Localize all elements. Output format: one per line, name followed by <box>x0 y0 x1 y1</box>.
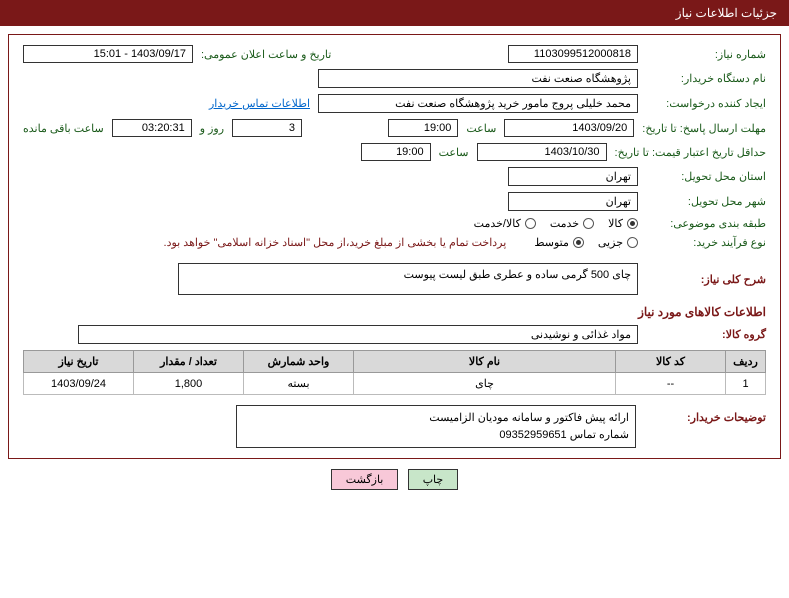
province-label: استان محل تحویل: <box>646 170 766 183</box>
validity-time-label: ساعت <box>439 146 469 159</box>
radio-partial-label: جزیی <box>598 236 623 249</box>
th-name: نام کالا <box>354 351 616 373</box>
city-value: تهران <box>508 192 638 211</box>
buyer-org-label: نام دستگاه خریدار: <box>646 72 766 85</box>
print-button[interactable]: چاپ <box>408 469 459 490</box>
back-button[interactable]: بازگشت <box>331 469 399 490</box>
goods-group-value: مواد غذائی و نوشیدنی <box>78 325 638 344</box>
th-row: ردیف <box>726 351 766 373</box>
table-header-row: ردیف کد کالا نام کالا واحد شمارش تعداد /… <box>24 351 766 373</box>
buyer-notes-box: ارائه پیش فاکتور و سامانه مودیان الزامیس… <box>236 405 636 448</box>
row-buyer-notes: توضیحات خریدار: ارائه پیش فاکتور و سامان… <box>23 405 766 448</box>
goods-table: ردیف کد کالا نام کالا واحد شمارش تعداد /… <box>23 350 766 395</box>
radio-service-label: خدمت <box>550 217 579 230</box>
deadline-time: 19:00 <box>388 119 458 137</box>
radio-service-icon <box>583 218 594 229</box>
th-code: کد کالا <box>616 351 726 373</box>
th-date: تاریخ نیاز <box>24 351 134 373</box>
validity-label: حداقل تاریخ اعتبار قیمت: تا تاریخ: <box>615 146 766 159</box>
cell-unit: بسته <box>244 373 354 395</box>
radio-medium-label: متوسط <box>534 236 569 249</box>
row-buyer-org: نام دستگاه خریدار: پژوهشگاه صنعت نفت <box>23 69 766 88</box>
deadline-remain-label: ساعت باقی مانده <box>23 122 104 135</box>
buyer-notes-line2: شماره تماس 09352959651 <box>243 427 629 444</box>
row-goods-group: گروه کالا: مواد غذائی و نوشیدنی <box>23 325 766 344</box>
radio-both-icon <box>525 218 536 229</box>
button-row: چاپ بازگشت <box>0 469 789 490</box>
buyer-notes-label: توضیحات خریدار: <box>646 405 766 424</box>
row-summary: شرح کلی نیاز: چای 500 گرمی ساده و عطری ط… <box>23 263 766 295</box>
category-label: طبقه بندی موضوعی: <box>646 217 766 230</box>
goods-section-title: اطلاعات کالاهای مورد نیاز <box>23 305 766 319</box>
summary-value: چای 500 گرمی ساده و عطری طبق لیست پیوست <box>178 263 638 295</box>
radio-partial-icon <box>627 237 638 248</box>
deadline-days: 3 <box>232 119 302 137</box>
th-unit: واحد شمارش <box>244 351 354 373</box>
th-qty: تعداد / مقدار <box>134 351 244 373</box>
validity-date: 1403/10/30 <box>477 143 607 161</box>
row-requester: ایجاد کننده درخواست: محمد خلیلی پروج مام… <box>23 94 766 113</box>
province-value: تهران <box>508 167 638 186</box>
deadline-days-label: روز و <box>200 122 224 135</box>
radio-both-label: کالا/خدمت <box>474 217 521 230</box>
panel-title: جزئیات اطلاعات نیاز <box>676 6 777 20</box>
row-province: استان محل تحویل: تهران <box>23 167 766 186</box>
announce-value: 1403/09/17 - 15:01 <box>23 45 193 63</box>
radio-medium-icon <box>573 237 584 248</box>
need-number-label: شماره نیاز: <box>646 48 766 61</box>
radio-goods-label: کالا <box>608 217 623 230</box>
panel-header: جزئیات اطلاعات نیاز <box>0 0 789 26</box>
process-note: پرداخت تمام یا بخشی از مبلغ خرید،از محل … <box>164 236 507 249</box>
row-need-number: شماره نیاز: 1103099512000818 تاریخ و ساع… <box>23 45 766 63</box>
requester-label: ایجاد کننده درخواست: <box>646 97 766 110</box>
buyer-contact-link[interactable]: اطلاعات تماس خریدار <box>209 97 310 110</box>
cell-qty: 1,800 <box>134 373 244 395</box>
table-row: 1 -- چای بسته 1,800 1403/09/24 <box>24 373 766 395</box>
row-city: شهر محل تحویل: تهران <box>23 192 766 211</box>
radio-goods[interactable]: کالا <box>608 217 638 230</box>
category-radio-group: کالا خدمت کالا/خدمت <box>474 217 638 230</box>
radio-goods-icon <box>627 218 638 229</box>
row-category: طبقه بندی موضوعی: کالا خدمت کالا/خدمت <box>23 217 766 230</box>
buyer-org-value: پژوهشگاه صنعت نفت <box>318 69 638 88</box>
cell-date: 1403/09/24 <box>24 373 134 395</box>
process-label: نوع فرآیند خرید: <box>646 236 766 249</box>
radio-partial[interactable]: جزیی <box>598 236 638 249</box>
cell-row: 1 <box>726 373 766 395</box>
process-radio-group: جزیی متوسط <box>534 236 638 249</box>
row-process: نوع فرآیند خرید: جزیی متوسط پرداخت تمام … <box>23 236 766 249</box>
cell-code: -- <box>616 373 726 395</box>
radio-service[interactable]: خدمت <box>550 217 594 230</box>
summary-label: شرح کلی نیاز: <box>646 273 766 286</box>
deadline-date: 1403/09/20 <box>504 119 634 137</box>
city-label: شهر محل تحویل: <box>646 195 766 208</box>
need-number-value: 1103099512000818 <box>508 45 638 63</box>
main-panel: شماره نیاز: 1103099512000818 تاریخ و ساع… <box>8 34 781 459</box>
goods-group-label: گروه کالا: <box>646 328 766 341</box>
cell-name: چای <box>354 373 616 395</box>
radio-both[interactable]: کالا/خدمت <box>474 217 536 230</box>
deadline-time-label: ساعت <box>466 122 496 135</box>
requester-value: محمد خلیلی پروج مامور خرید پژوهشگاه صنعت… <box>318 94 638 113</box>
radio-medium[interactable]: متوسط <box>534 236 584 249</box>
deadline-countdown: 03:20:31 <box>112 119 192 137</box>
row-validity: حداقل تاریخ اعتبار قیمت: تا تاریخ: 1403/… <box>23 143 766 161</box>
row-deadline: مهلت ارسال پاسخ: تا تاریخ: 1403/09/20 سا… <box>23 119 766 137</box>
deadline-label: مهلت ارسال پاسخ: تا تاریخ: <box>642 122 766 135</box>
announce-label: تاریخ و ساعت اعلان عمومی: <box>201 48 331 61</box>
validity-time: 19:00 <box>361 143 431 161</box>
buyer-notes-line1: ارائه پیش فاکتور و سامانه مودیان الزامیس… <box>243 410 629 427</box>
